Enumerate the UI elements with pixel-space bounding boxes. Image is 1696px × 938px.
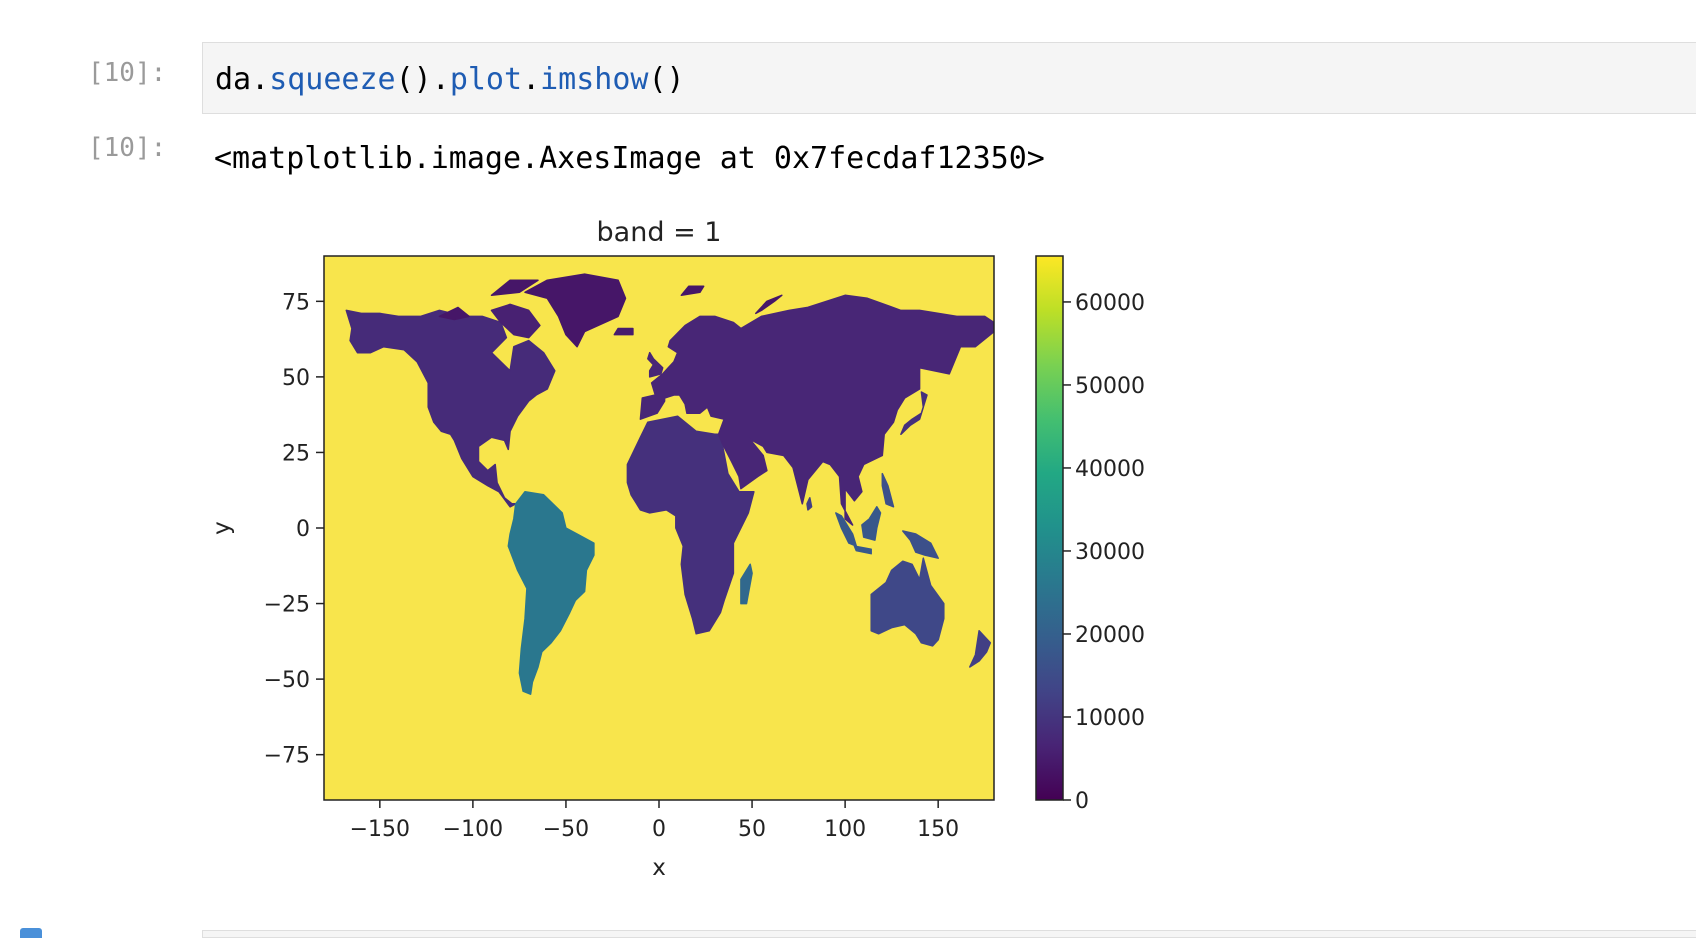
x-axis: −150 −100 −50 0 50 100 150 [350,800,959,842]
y-tick-label: 50 [282,366,310,391]
x-tick-label: 0 [652,817,666,842]
code-parens: () [648,62,685,97]
land-java [853,545,872,555]
land-borneo [861,506,882,541]
land-eurasia [639,294,994,526]
colorbar-tick-label: 30000 [1075,540,1145,565]
land-north-america [345,309,556,508]
y-axis-label: y [210,521,235,535]
land-novaya-zemlya [755,294,783,315]
land-iceland [613,327,634,336]
land-japan [900,391,928,436]
code-object: da [215,62,252,97]
next-cell-editor[interactable] [202,930,1696,938]
land-africa [626,415,755,635]
chart-title: band = 1 [597,217,722,248]
matplotlib-figure: band = 1 −150 −100 −50 0 50 100 150 75 50 25 0 −25… [210,217,1145,881]
land-madagascar [740,563,753,605]
y-tick-label: 75 [282,290,310,315]
land-ellesmere [490,279,539,297]
y-tick-label: 25 [282,441,310,466]
code-dot: . [251,62,270,97]
output-prompt: [10]: [88,133,167,163]
y-axis: 75 50 25 0 −25 −50 −75 [264,290,324,769]
land-australia [870,557,945,647]
y-tick-label: 0 [296,517,310,542]
land-greenland [524,273,627,348]
land-great-britain [647,351,664,378]
y-tick-label: −75 [264,744,310,769]
code-cell-editor[interactable]: da.squeeze().plot.imshow() [202,42,1696,114]
colorbar-tick-label: 10000 [1075,706,1145,731]
colorbar-tick-label: 20000 [1075,623,1145,648]
land-new-zealand [969,630,992,668]
land-philippines [881,472,895,508]
output-repr-text: <matplotlib.image.AxesImage at 0x7fecdaf… [214,141,1045,176]
code-attr-plot: plot [449,62,523,97]
colorbar-tick-label: 60000 [1075,291,1145,316]
colorbar-tick-label: 50000 [1075,374,1145,399]
code-parens: () [395,62,432,97]
land-svalbard [680,285,705,297]
code-line: da.squeeze().plot.imshow() [215,62,685,97]
code-dot: . [522,62,541,97]
x-tick-label: 150 [917,817,959,842]
land-south-america [507,490,595,695]
x-tick-label: 50 [738,817,766,842]
colorbar-tick-label: 0 [1075,789,1089,814]
input-prompt: [10]: [88,58,167,88]
code-method-squeeze: squeeze [269,62,396,97]
x-tick-label: −100 [443,817,503,842]
x-tick-label: −50 [543,817,589,842]
active-cell-indicator [20,928,42,938]
land-sri-lanka [806,497,813,511]
land-pixels [345,273,994,695]
y-tick-label: −25 [264,593,310,618]
land-new-guinea [902,530,939,559]
colorbar [1035,255,1064,801]
colorbar-axis: 0 10000 20000 30000 40000 50000 60000 [1063,291,1145,814]
x-tick-label: −150 [350,817,410,842]
code-method-imshow: imshow [540,62,649,97]
y-tick-label: −50 [264,668,310,693]
colorbar-tick-label: 40000 [1075,457,1145,482]
x-axis-label: x [652,855,666,881]
land-baffin-island [490,303,541,339]
land-victoria-island [438,306,470,321]
code-dot: . [431,62,450,97]
x-tick-label: 100 [824,817,866,842]
